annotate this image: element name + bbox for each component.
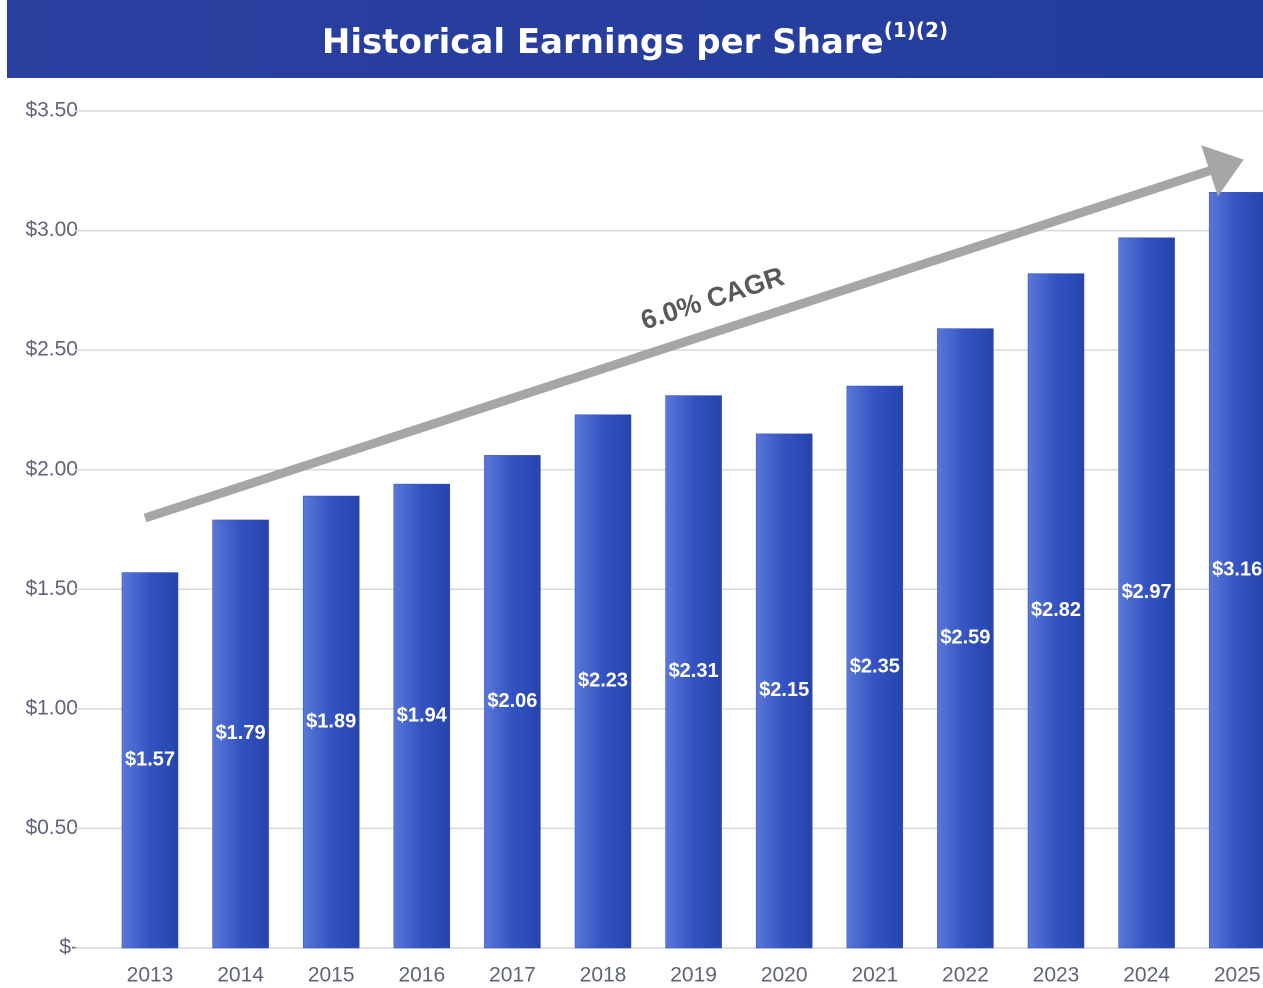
trend-arrow (143, 145, 1244, 523)
header-bar (7, 0, 1263, 78)
x-tick-label: 2022 (942, 964, 989, 987)
bar (393, 483, 451, 949)
y-tick-label: $2.00 (25, 457, 78, 480)
value-label: $1.79 (216, 722, 266, 744)
bar (665, 395, 722, 949)
x-tick-label: 2020 (761, 964, 808, 987)
y-tick-label: $2.50 (25, 338, 78, 361)
value-label: $2.15 (759, 679, 809, 701)
x-tick-label: 2023 (1033, 964, 1080, 987)
value-label: $3.16 (1212, 558, 1262, 580)
value-label: $1.89 (306, 710, 356, 732)
title-text: Historical Earnings per Share (322, 22, 884, 62)
x-tick-label: 2014 (217, 964, 264, 987)
bar (846, 385, 904, 949)
annotation: 6.0% CAGR (637, 261, 788, 335)
bar (121, 572, 179, 949)
bar (1208, 192, 1263, 949)
title-superscript: (1)(2) (884, 18, 948, 42)
value-label: $1.57 (125, 749, 175, 771)
bar (1027, 273, 1085, 949)
bar (484, 455, 541, 949)
bar (1118, 237, 1175, 949)
y-tick-label: $- (59, 936, 78, 959)
y-tick-label: $0.50 (25, 816, 78, 839)
x-tick-label: 2018 (580, 964, 627, 987)
value-label: $2.31 (669, 660, 719, 682)
bar (574, 414, 632, 949)
y-tick-label: $1.50 (25, 577, 78, 600)
x-tick-label: 2025 (1214, 964, 1261, 987)
value-label: $2.35 (850, 655, 900, 677)
value-label: $2.97 (1122, 581, 1172, 603)
chart-title: Historical Earnings per Share(1)(2) (322, 18, 948, 62)
y-tick-label: $1.00 (25, 696, 78, 719)
bar (212, 519, 269, 949)
value-label: $1.94 (397, 704, 448, 726)
bar (302, 495, 360, 949)
x-tick-label: 2024 (1123, 964, 1170, 987)
x-tick-label: 2013 (127, 964, 174, 987)
x-tick-label: 2021 (851, 964, 898, 987)
x-tick-label: 2016 (398, 964, 445, 987)
value-label: $2.06 (487, 690, 537, 712)
x-tick-label: 2015 (308, 964, 355, 987)
value-label: $2.59 (940, 627, 990, 649)
x-tick-label: 2019 (670, 964, 717, 987)
x-tick-label: 2017 (489, 964, 536, 987)
bar (937, 328, 994, 949)
bar (755, 433, 813, 949)
value-label: $2.23 (578, 670, 628, 692)
y-tick-label: $3.00 (25, 218, 78, 241)
bars: 2013 $1.57 2014 $1.79 2015 $1.89 2016 $1.94 2017… (121, 192, 1263, 987)
value-label: $2.82 (1031, 599, 1081, 621)
y-tick-label: $3.50 (25, 99, 78, 122)
